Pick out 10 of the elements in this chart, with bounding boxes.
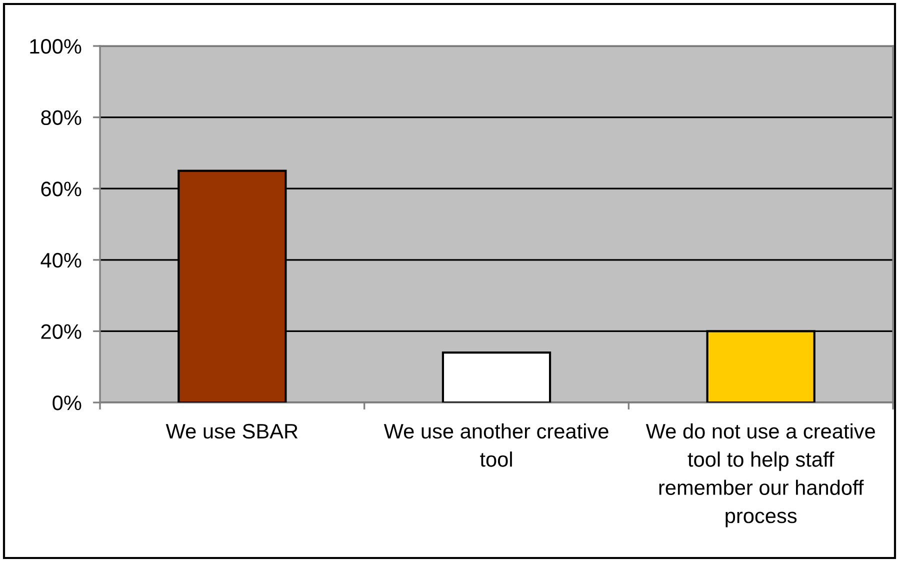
- x-tick-label: We use SBAR: [166, 424, 298, 439]
- y-tick-label: 40%: [40, 252, 82, 268]
- y-tick-label: 0%: [52, 396, 82, 410]
- y-tick-label: 80%: [41, 110, 82, 126]
- y-tick-label: 20%: [41, 324, 82, 339]
- x-tick-label: We use another creative tool: [384, 423, 608, 467]
- x-tick-label: We do not use a creative tool to help staff remember our handoff process: [646, 423, 875, 528]
- y-tick-label: 60%: [41, 182, 82, 196]
- bar: [442, 352, 552, 402]
- y-tick-label: 100%: [30, 39, 82, 54]
